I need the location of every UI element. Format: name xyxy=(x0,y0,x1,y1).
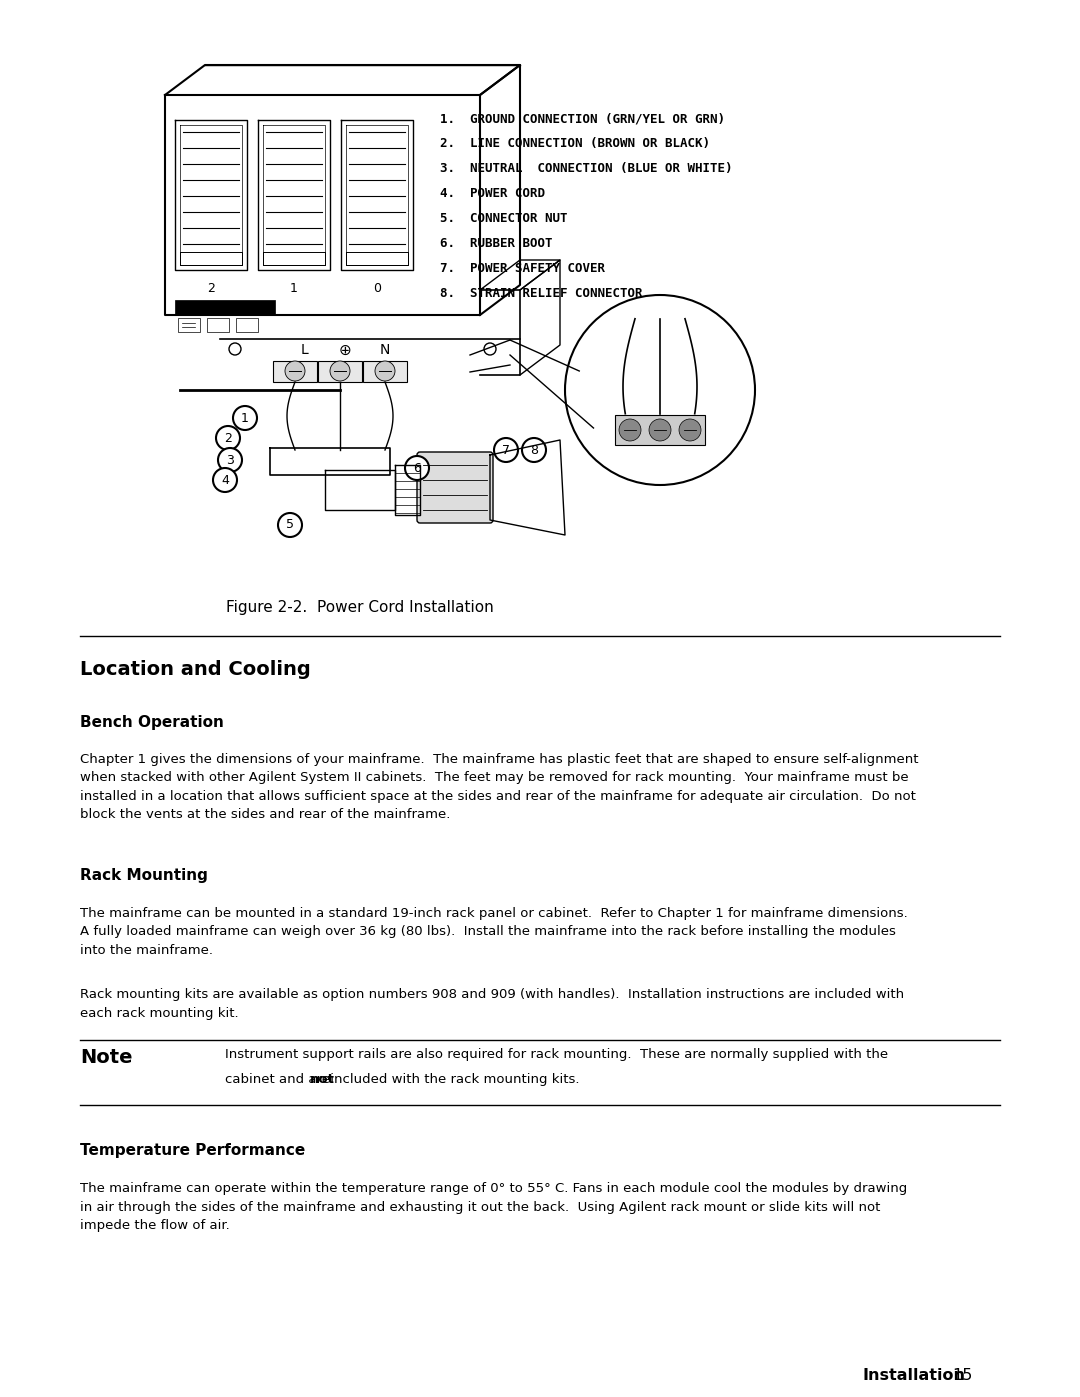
Text: The mainframe can be mounted in a standard 19-inch rack panel or cabinet.  Refer: The mainframe can be mounted in a standa… xyxy=(80,907,908,957)
Text: Instrument support rails are also required for rack mounting.  These are normall: Instrument support rails are also requir… xyxy=(225,1048,888,1060)
FancyBboxPatch shape xyxy=(417,453,492,522)
Text: Bench Operation: Bench Operation xyxy=(80,715,224,731)
Text: 6.  RUBBER BOOT: 6. RUBBER BOOT xyxy=(440,237,553,250)
Circle shape xyxy=(330,360,350,381)
Text: 15: 15 xyxy=(951,1368,972,1383)
Bar xyxy=(207,319,229,332)
Bar xyxy=(237,319,258,332)
Circle shape xyxy=(218,448,242,472)
Text: Note: Note xyxy=(80,1048,133,1067)
Text: Chapter 1 gives the dimensions of your mainframe.  The mainframe has plastic fee: Chapter 1 gives the dimensions of your m… xyxy=(80,753,918,821)
Text: L: L xyxy=(301,344,309,358)
Text: ⊕: ⊕ xyxy=(339,342,351,358)
Bar xyxy=(175,300,275,314)
Bar xyxy=(363,360,407,381)
Text: 2.  LINE CONNECTION (BROWN OR BLACK): 2. LINE CONNECTION (BROWN OR BLACK) xyxy=(440,137,710,149)
Circle shape xyxy=(619,419,642,441)
Circle shape xyxy=(216,426,240,450)
Text: 0: 0 xyxy=(373,282,381,295)
Text: 1: 1 xyxy=(291,282,298,295)
Bar xyxy=(318,360,362,381)
Text: Rack Mounting: Rack Mounting xyxy=(80,868,207,883)
Circle shape xyxy=(278,513,302,536)
Text: cabinet and are: cabinet and are xyxy=(225,1073,334,1085)
Text: Rack mounting kits are available as option numbers 908 and 909 (with handles).  : Rack mounting kits are available as opti… xyxy=(80,988,904,1020)
Circle shape xyxy=(679,419,701,441)
Text: Temperature Performance: Temperature Performance xyxy=(80,1143,306,1158)
Text: 1: 1 xyxy=(241,412,248,425)
Text: 2: 2 xyxy=(224,432,232,444)
Text: Installation: Installation xyxy=(862,1368,966,1383)
Text: included with the rack mounting kits.: included with the rack mounting kits. xyxy=(326,1073,580,1085)
Text: not: not xyxy=(310,1073,335,1085)
Bar xyxy=(615,415,705,446)
Text: 8.  STRAIN RELIEF CONNECTOR: 8. STRAIN RELIEF CONNECTOR xyxy=(440,286,643,300)
Text: The mainframe can operate within the temperature range of 0° to 55° C. Fans in e: The mainframe can operate within the tem… xyxy=(80,1182,907,1232)
Circle shape xyxy=(649,419,671,441)
Circle shape xyxy=(229,344,241,355)
Text: 2: 2 xyxy=(207,282,215,295)
Bar xyxy=(273,360,318,381)
Text: 7: 7 xyxy=(502,443,510,457)
Text: 4.  POWER CORD: 4. POWER CORD xyxy=(440,187,545,200)
Circle shape xyxy=(285,360,305,381)
Text: 3: 3 xyxy=(226,454,234,467)
Circle shape xyxy=(494,439,518,462)
Text: 5: 5 xyxy=(286,518,294,531)
Text: 8: 8 xyxy=(530,443,538,457)
Text: 5.  CONNECTOR NUT: 5. CONNECTOR NUT xyxy=(440,212,567,225)
Text: 4: 4 xyxy=(221,474,229,486)
Circle shape xyxy=(213,468,237,492)
Text: 7.  POWER SAFETY COVER: 7. POWER SAFETY COVER xyxy=(440,263,605,275)
Text: Location and Cooling: Location and Cooling xyxy=(80,659,311,679)
Text: 3.  NEUTRAL  CONNECTION (BLUE OR WHITE): 3. NEUTRAL CONNECTION (BLUE OR WHITE) xyxy=(440,162,732,175)
Text: N: N xyxy=(380,344,390,358)
Circle shape xyxy=(375,360,395,381)
Text: Figure 2-2.  Power Cord Installation: Figure 2-2. Power Cord Installation xyxy=(226,599,494,615)
Text: 1.  GROUND CONNECTION (GRN/YEL OR GRN): 1. GROUND CONNECTION (GRN/YEL OR GRN) xyxy=(440,112,725,124)
Bar xyxy=(178,319,200,332)
Circle shape xyxy=(484,344,496,355)
Circle shape xyxy=(405,455,429,481)
Circle shape xyxy=(565,295,755,485)
Text: 6: 6 xyxy=(413,461,421,475)
Circle shape xyxy=(522,439,546,462)
Circle shape xyxy=(233,407,257,430)
